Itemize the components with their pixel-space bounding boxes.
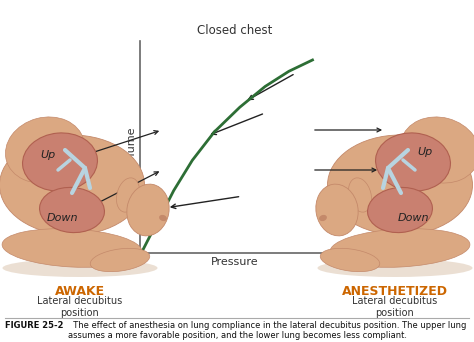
Ellipse shape [344, 193, 354, 207]
Ellipse shape [375, 133, 450, 191]
Ellipse shape [401, 117, 474, 183]
Ellipse shape [2, 259, 157, 277]
Text: Down: Down [46, 213, 78, 223]
Ellipse shape [319, 215, 327, 221]
Ellipse shape [117, 178, 139, 212]
Text: Down: Down [397, 213, 429, 223]
Text: FIGURE 25-2: FIGURE 25-2 [5, 321, 64, 330]
Y-axis label: Volume: Volume [127, 126, 137, 168]
Ellipse shape [127, 184, 169, 236]
Ellipse shape [320, 248, 380, 272]
Text: The effect of anesthesia on lung compliance in the lateral decubitus position. T: The effect of anesthesia on lung complia… [68, 321, 466, 340]
Ellipse shape [348, 178, 372, 212]
Ellipse shape [2, 229, 142, 267]
Text: Lateral decubitus
position: Lateral decubitus position [37, 296, 123, 318]
Ellipse shape [318, 259, 473, 277]
Text: Up: Up [40, 150, 55, 160]
Ellipse shape [367, 187, 432, 233]
Ellipse shape [6, 117, 84, 183]
Title: Closed chest: Closed chest [197, 24, 273, 37]
Ellipse shape [328, 135, 473, 235]
Text: AWAKE: AWAKE [55, 285, 105, 298]
Text: Lateral decubitus
position: Lateral decubitus position [352, 296, 438, 318]
X-axis label: Pressure: Pressure [211, 257, 258, 267]
Ellipse shape [159, 215, 167, 221]
Ellipse shape [330, 229, 470, 267]
Ellipse shape [316, 184, 358, 236]
Ellipse shape [90, 248, 150, 272]
Ellipse shape [131, 193, 141, 207]
Ellipse shape [23, 133, 98, 191]
Ellipse shape [39, 187, 104, 233]
Text: ANESTHETIZED: ANESTHETIZED [342, 285, 448, 298]
Ellipse shape [0, 135, 145, 235]
Text: Up: Up [418, 147, 433, 157]
